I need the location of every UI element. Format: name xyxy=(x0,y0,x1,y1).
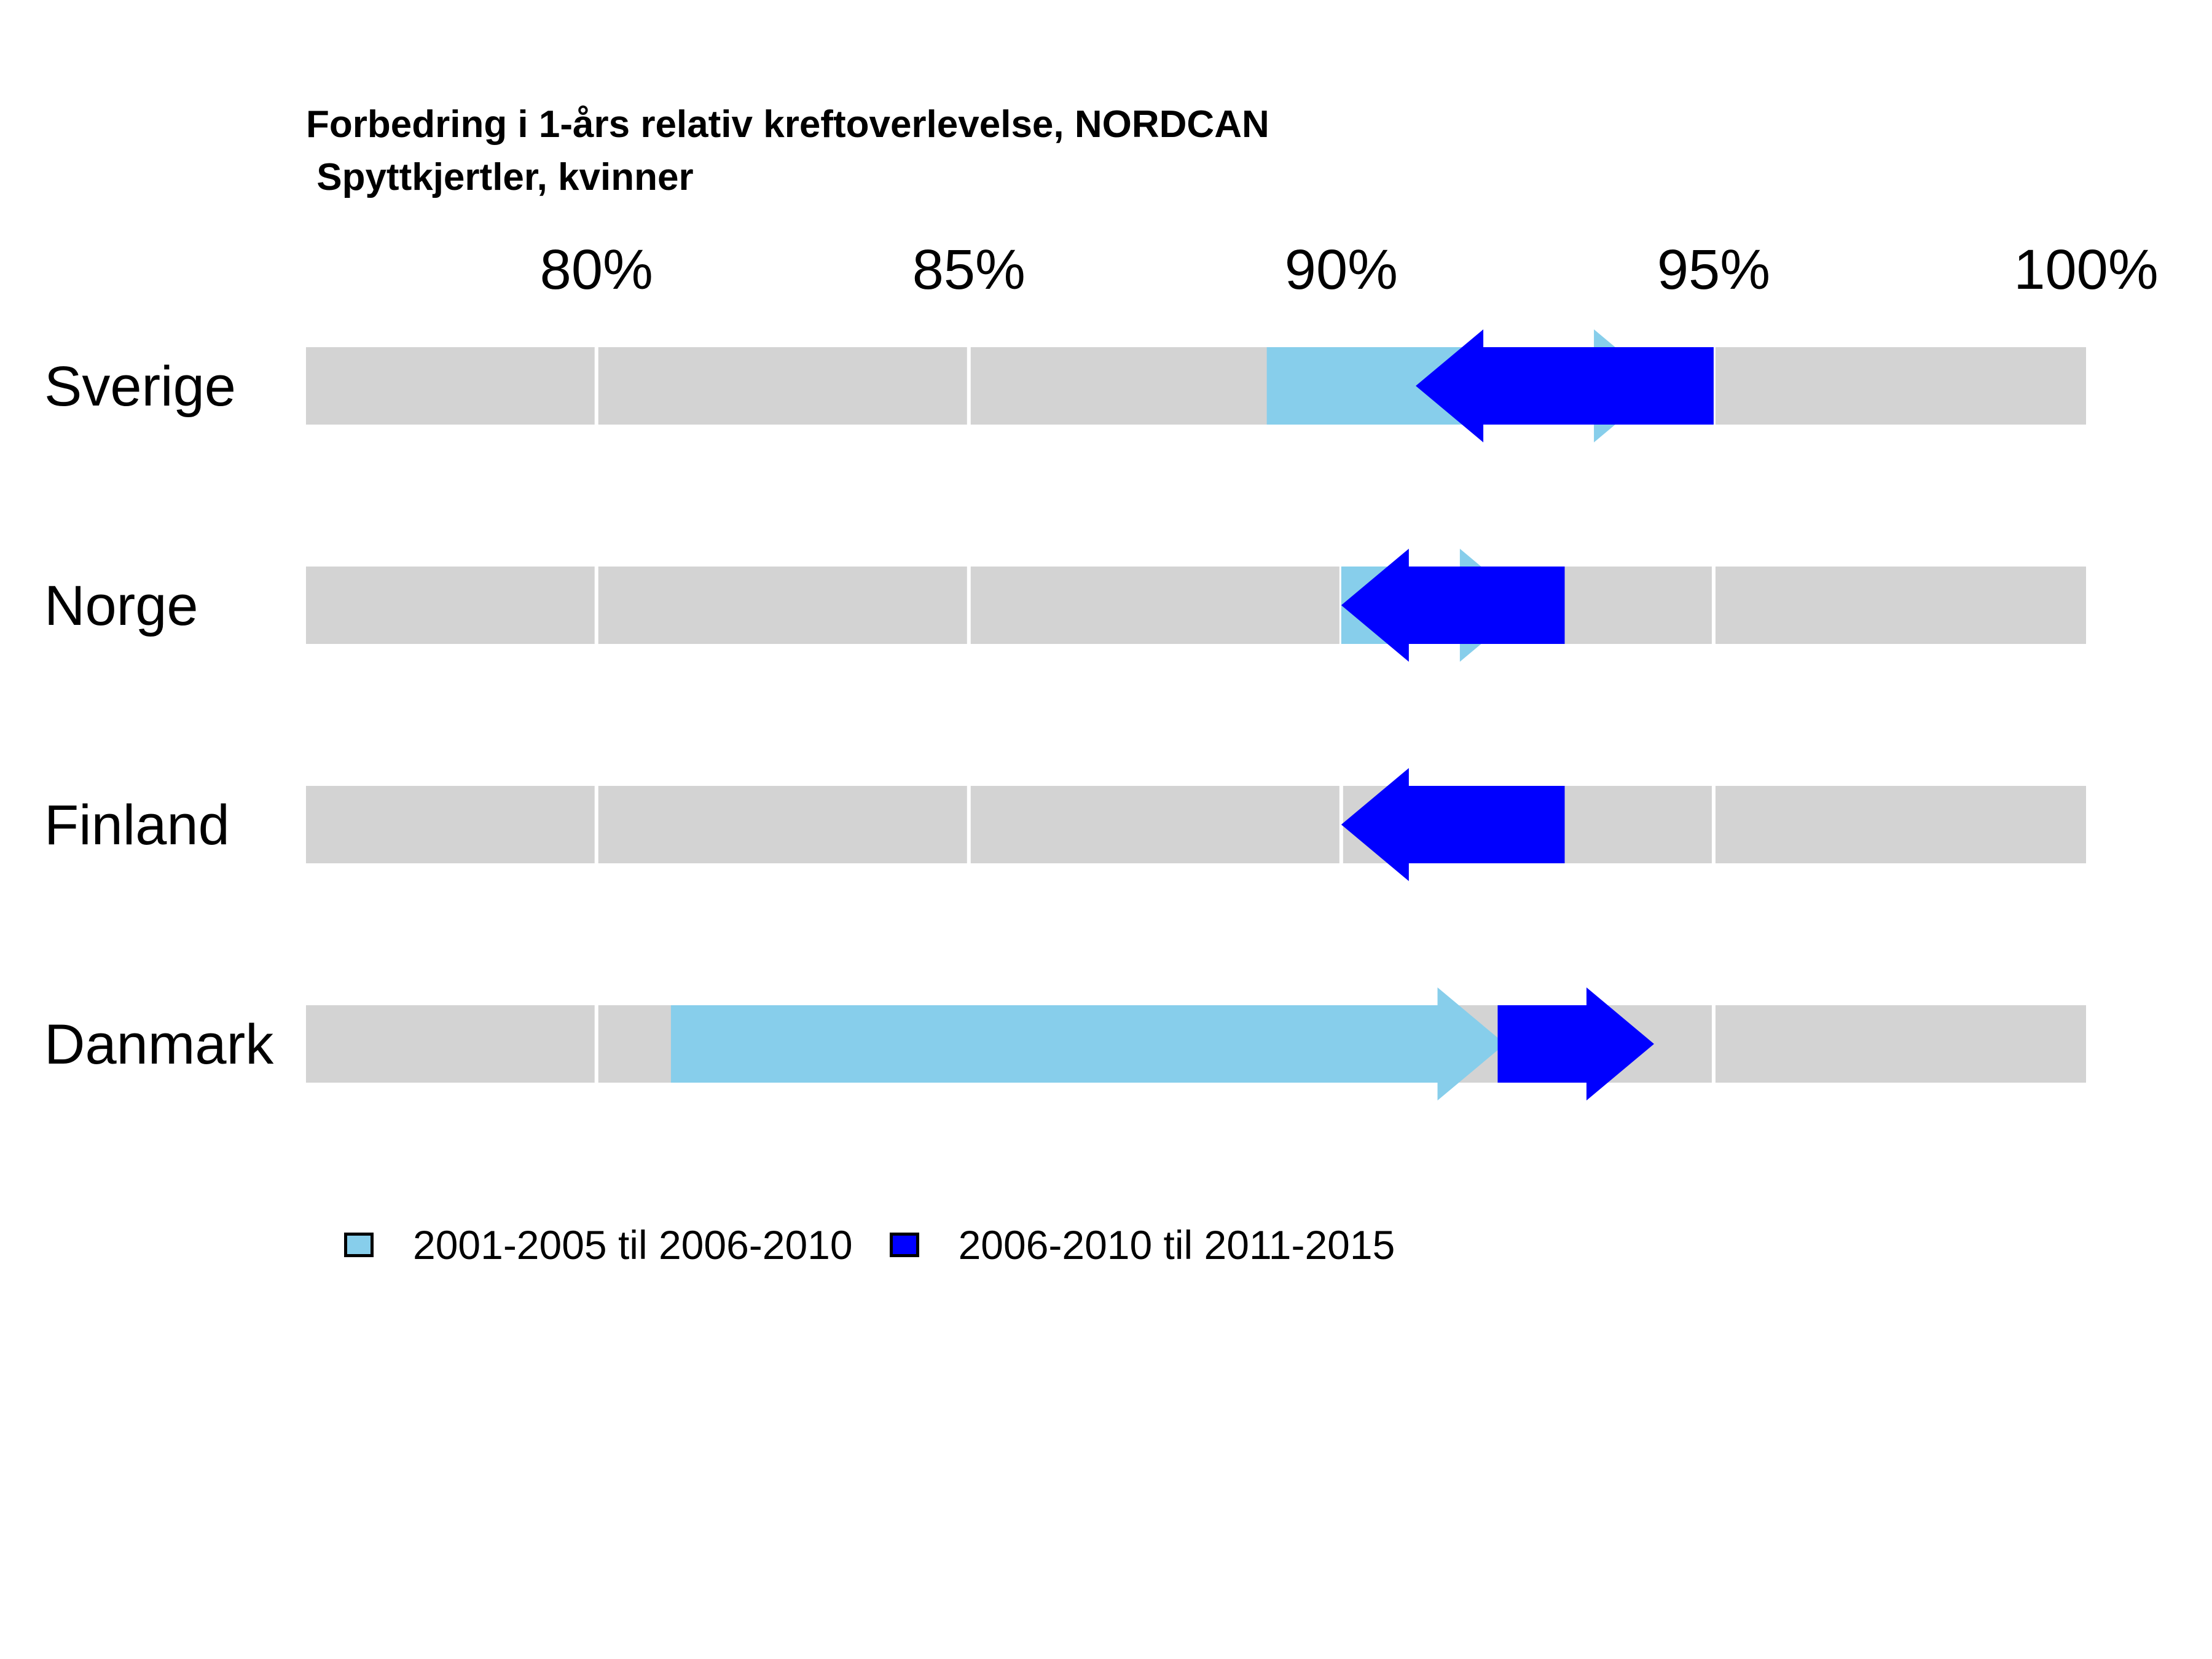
chart-title: Forbedring i 1-års relativ kreftoverleve… xyxy=(306,103,1269,146)
x-tick-label-90: 90% xyxy=(1285,238,1398,301)
arrow-series-2-danmark xyxy=(1497,987,1654,1100)
x-tick-label-100: 100% xyxy=(2014,238,2158,301)
x-tick-label-95: 95% xyxy=(1657,238,1770,301)
chart-subtitle: Spyttkjertler, kvinner xyxy=(306,156,694,198)
x-tick-label-85: 85% xyxy=(912,238,1026,301)
legend-item-series-2: 2006-2010 til 2011-2015 xyxy=(889,1222,1395,1268)
track-norge xyxy=(306,567,2086,644)
category-label-sverige: Sverige xyxy=(44,355,236,418)
category-label-finland: Finland xyxy=(44,794,230,857)
track-finland xyxy=(306,786,2086,863)
legend-key-series-1 xyxy=(344,1233,374,1257)
arrow-series-2-sverige xyxy=(1416,329,1714,442)
arrow-series-2-norge xyxy=(1341,549,1565,662)
legend-label-series-1: 2001-2005 til 2006-2010 xyxy=(413,1222,853,1268)
legend-item-series-1: 2001-2005 til 2006-2010 xyxy=(344,1222,853,1268)
arrow-series-1-danmark xyxy=(670,987,1505,1100)
category-label-danmark: Danmark xyxy=(44,1013,274,1076)
legend: 2001-2005 til 2006-2010 2006-2010 til 20… xyxy=(344,1222,1432,1268)
category-label-norge: Norge xyxy=(44,575,198,637)
legend-label-series-2: 2006-2010 til 2011-2015 xyxy=(958,1222,1395,1268)
arrow-series-2-finland xyxy=(1341,768,1565,881)
legend-key-series-2 xyxy=(889,1233,919,1257)
x-tick-label-80: 80% xyxy=(540,238,653,301)
track-sverige xyxy=(306,347,2086,425)
